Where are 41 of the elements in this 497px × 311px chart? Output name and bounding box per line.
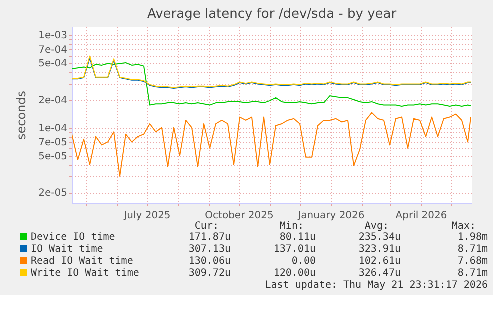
- x-tick-label: January 2026: [297, 210, 365, 222]
- text: 7.68m: [458, 256, 488, 267]
- y-tick-label: 5e-04: [38, 58, 68, 70]
- text: 326.47u: [358, 268, 401, 279]
- legend-label: Write IO Wait time: [31, 268, 140, 279]
- text: 0.00: [292, 256, 316, 267]
- line-series: [72, 62, 472, 107]
- text: 323.91u: [358, 244, 401, 255]
- text: Avg:: [364, 221, 389, 232]
- y-tick-label: 1e-03: [38, 30, 68, 42]
- y-tick-label: 1e-04: [38, 123, 68, 134]
- text: 171.87u: [188, 232, 231, 243]
- y-tick-label: 2e-04: [38, 95, 68, 106]
- chart-title: Average latency for /dev/sda - by year: [147, 7, 398, 22]
- text: Cur:: [194, 221, 219, 232]
- text: 307.13u: [188, 244, 231, 255]
- text: 8.71m: [458, 268, 488, 279]
- text: 130.06u: [188, 256, 231, 267]
- text: 8.71m: [458, 244, 488, 255]
- x-tick-label: October 2025: [205, 210, 274, 222]
- y-axis-title: seconds: [14, 90, 29, 140]
- text: 80.11u: [280, 232, 316, 243]
- y-tick-label: 5e-05: [38, 151, 68, 162]
- y-tick-label: 7e-05: [38, 138, 68, 149]
- legend-label: Read IO Wait time: [31, 256, 134, 267]
- legend-label: IO Wait time: [31, 244, 104, 255]
- text: 309.72u: [188, 268, 231, 279]
- text: Last update: Thu May 21 23:31:17 2026: [265, 280, 488, 291]
- text: 137.01u: [274, 244, 316, 255]
- text: 120.00u: [274, 268, 316, 279]
- text: Max:: [452, 221, 476, 232]
- y-tick-label: 7e-04: [38, 44, 68, 56]
- line-series: [72, 112, 472, 177]
- text: 102.61u: [358, 256, 401, 267]
- text: Min:: [280, 221, 304, 232]
- x-tick-label: July 2025: [123, 210, 171, 222]
- text: 235.34u: [358, 232, 401, 243]
- y-tick-label: 2e-05: [38, 188, 68, 200]
- text: 1.98m: [458, 232, 488, 243]
- x-tick-label: April 2026: [396, 210, 448, 222]
- legend-label: Device IO time: [31, 232, 116, 243]
